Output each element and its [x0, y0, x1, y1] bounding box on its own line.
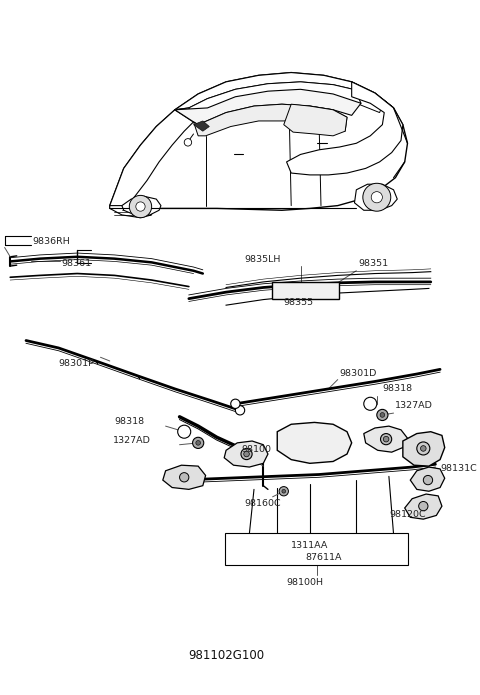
Circle shape	[381, 434, 392, 445]
Circle shape	[192, 437, 204, 448]
Circle shape	[231, 399, 240, 409]
Polygon shape	[364, 426, 408, 452]
Circle shape	[279, 486, 288, 496]
Text: 981102G100: 981102G100	[188, 648, 264, 662]
Circle shape	[129, 195, 152, 218]
Text: 98355: 98355	[284, 297, 314, 306]
Circle shape	[377, 409, 388, 420]
Polygon shape	[224, 441, 268, 467]
Text: 98131C: 98131C	[440, 464, 477, 473]
Text: 1327AD: 1327AD	[396, 401, 433, 410]
Polygon shape	[287, 82, 403, 175]
Polygon shape	[189, 82, 384, 122]
Text: 98301D: 98301D	[339, 369, 377, 378]
Text: 98318: 98318	[114, 417, 144, 426]
Circle shape	[423, 475, 432, 484]
Circle shape	[184, 138, 192, 146]
Circle shape	[364, 398, 377, 410]
Text: 9836RH: 9836RH	[33, 236, 70, 245]
FancyBboxPatch shape	[225, 533, 408, 565]
FancyBboxPatch shape	[272, 282, 339, 299]
Text: 98351: 98351	[358, 259, 388, 268]
Polygon shape	[277, 423, 352, 464]
Circle shape	[420, 445, 426, 451]
Text: 98100: 98100	[241, 445, 271, 454]
Polygon shape	[163, 465, 205, 489]
Circle shape	[371, 192, 383, 203]
Circle shape	[180, 473, 189, 482]
Text: 1327AD: 1327AD	[113, 436, 150, 445]
Circle shape	[417, 442, 430, 455]
Circle shape	[419, 502, 428, 511]
Polygon shape	[284, 104, 347, 136]
Text: 1311AA: 1311AA	[291, 541, 329, 550]
Text: 98120C: 98120C	[389, 510, 426, 519]
Text: 98361: 98361	[61, 259, 92, 268]
Circle shape	[241, 448, 252, 459]
Text: 9835LH: 9835LH	[245, 255, 281, 264]
Polygon shape	[175, 72, 394, 110]
Circle shape	[282, 489, 286, 493]
Polygon shape	[110, 206, 152, 218]
Circle shape	[363, 183, 391, 211]
Polygon shape	[110, 108, 193, 208]
Polygon shape	[175, 90, 361, 124]
Text: 98100H: 98100H	[287, 578, 324, 587]
Circle shape	[380, 413, 384, 417]
Polygon shape	[405, 494, 442, 519]
Polygon shape	[410, 467, 445, 491]
Polygon shape	[122, 196, 161, 215]
Circle shape	[384, 436, 389, 442]
Polygon shape	[193, 121, 209, 131]
Circle shape	[235, 406, 245, 415]
Circle shape	[244, 451, 249, 457]
Circle shape	[196, 441, 201, 445]
Circle shape	[136, 202, 145, 211]
Polygon shape	[354, 184, 397, 211]
Text: 98160C: 98160C	[245, 499, 281, 507]
Polygon shape	[193, 104, 347, 136]
Polygon shape	[110, 72, 408, 211]
Text: 98301P: 98301P	[59, 359, 95, 368]
Polygon shape	[403, 432, 445, 466]
Text: 87611A: 87611A	[305, 553, 342, 562]
Circle shape	[178, 425, 191, 439]
Text: 98318: 98318	[383, 384, 412, 393]
